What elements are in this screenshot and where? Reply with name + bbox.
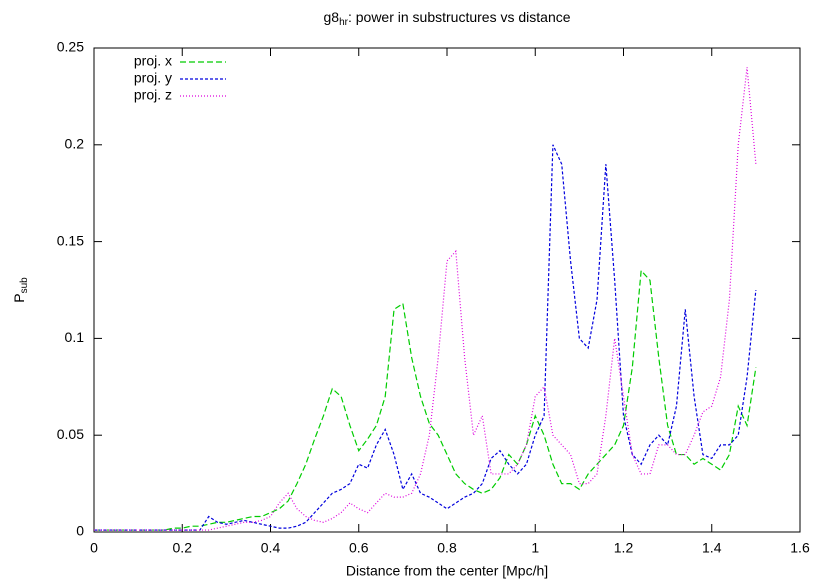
title-main: g8 [323, 9, 339, 25]
y-tick-label: 0.25 [57, 39, 84, 55]
plot-frame [93, 47, 801, 533]
x-tick-label: 0.4 [261, 540, 281, 556]
x-tick-label: 1 [531, 540, 539, 556]
data-line [94, 144, 757, 531]
y-tick-label: 0 [76, 523, 84, 539]
x-axis-label: Distance from the center [Mpc/h] [346, 563, 548, 579]
x-tick-label: 1.6 [790, 540, 810, 556]
y-tick-label: 0.05 [57, 426, 84, 442]
x-tick-label: 1.4 [702, 540, 722, 556]
x-tick-label: 0 [90, 540, 98, 556]
y-axis-label: Psub [11, 277, 30, 303]
y-tick-label: 0.15 [57, 232, 84, 248]
data-line [94, 67, 757, 531]
y-label-subscript: sub [19, 277, 30, 294]
chart-title: g8hr: power in substructures vs distance [323, 9, 570, 28]
x-tick-label: 0.6 [349, 540, 369, 556]
x-tick-label: 0.2 [173, 540, 193, 556]
title-rest: : power in substructures vs distance [348, 9, 571, 25]
x-tick-label: 0.8 [437, 540, 457, 556]
legend-label: proj. x [134, 53, 172, 69]
legend-label: proj. z [134, 87, 172, 103]
y-tick-label: 0.2 [65, 136, 85, 152]
x-tick-label: 1.2 [614, 540, 634, 556]
title-subscript: hr [339, 17, 349, 28]
data-line [94, 269, 757, 531]
legend-label: proj. y [134, 70, 172, 86]
y-label-main: P [11, 293, 27, 302]
y-tick-label: 0.1 [65, 329, 85, 345]
